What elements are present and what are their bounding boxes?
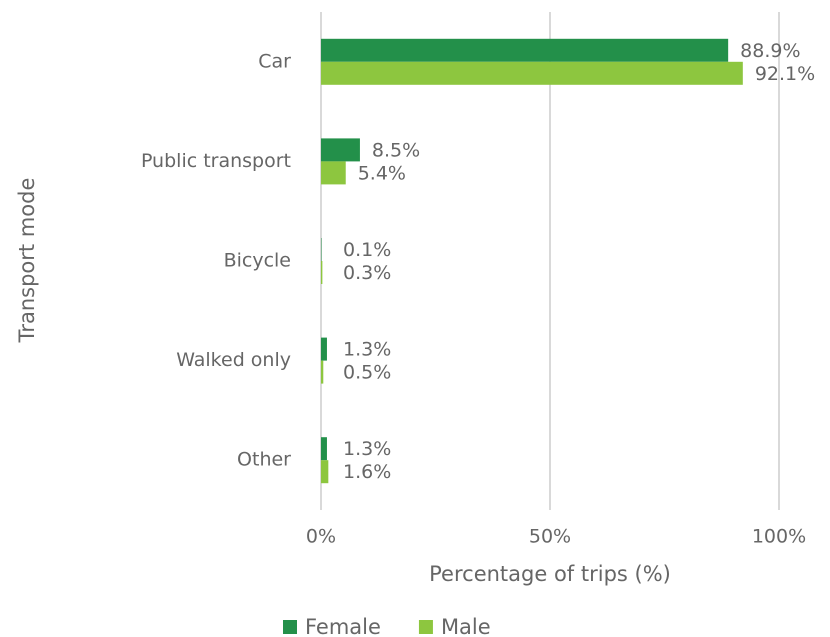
y-tick-label: Bicycle <box>224 250 291 272</box>
bar <box>321 38 729 62</box>
legend-label: Male <box>441 615 491 637</box>
data-label: 8.5% <box>372 139 420 161</box>
y-tick-label: Public transport <box>141 150 291 172</box>
data-label: 0.1% <box>343 239 391 261</box>
data-label: 0.3% <box>343 262 391 284</box>
x-tick-label: 50% <box>529 526 571 548</box>
x-tick-label: 0% <box>306 526 336 548</box>
data-label: 88.9% <box>740 40 800 62</box>
x-tick-label: 100% <box>752 526 806 548</box>
y-axis-title: Transport mode <box>15 178 39 344</box>
legend-swatch <box>283 620 297 634</box>
bar <box>321 61 743 85</box>
x-axis-title: Percentage of trips (%) <box>429 562 671 586</box>
bar <box>321 437 327 461</box>
data-label: 1.3% <box>343 438 391 460</box>
data-label: 92.1% <box>755 63 815 85</box>
legend-label: Female <box>305 615 381 637</box>
bar <box>321 360 324 384</box>
data-label: 0.5% <box>343 362 391 384</box>
data-label: 1.3% <box>343 339 391 361</box>
data-label: 1.6% <box>343 461 391 483</box>
data-label: 5.4% <box>358 162 406 184</box>
y-tick-label: Walked only <box>176 349 291 371</box>
bar <box>321 337 327 361</box>
bar <box>321 161 346 185</box>
bar <box>321 138 360 162</box>
y-tick-label: Car <box>258 50 291 72</box>
y-tick-label: Other <box>237 449 291 471</box>
bar <box>321 261 323 284</box>
legend-swatch <box>418 620 433 634</box>
bar <box>321 460 329 484</box>
